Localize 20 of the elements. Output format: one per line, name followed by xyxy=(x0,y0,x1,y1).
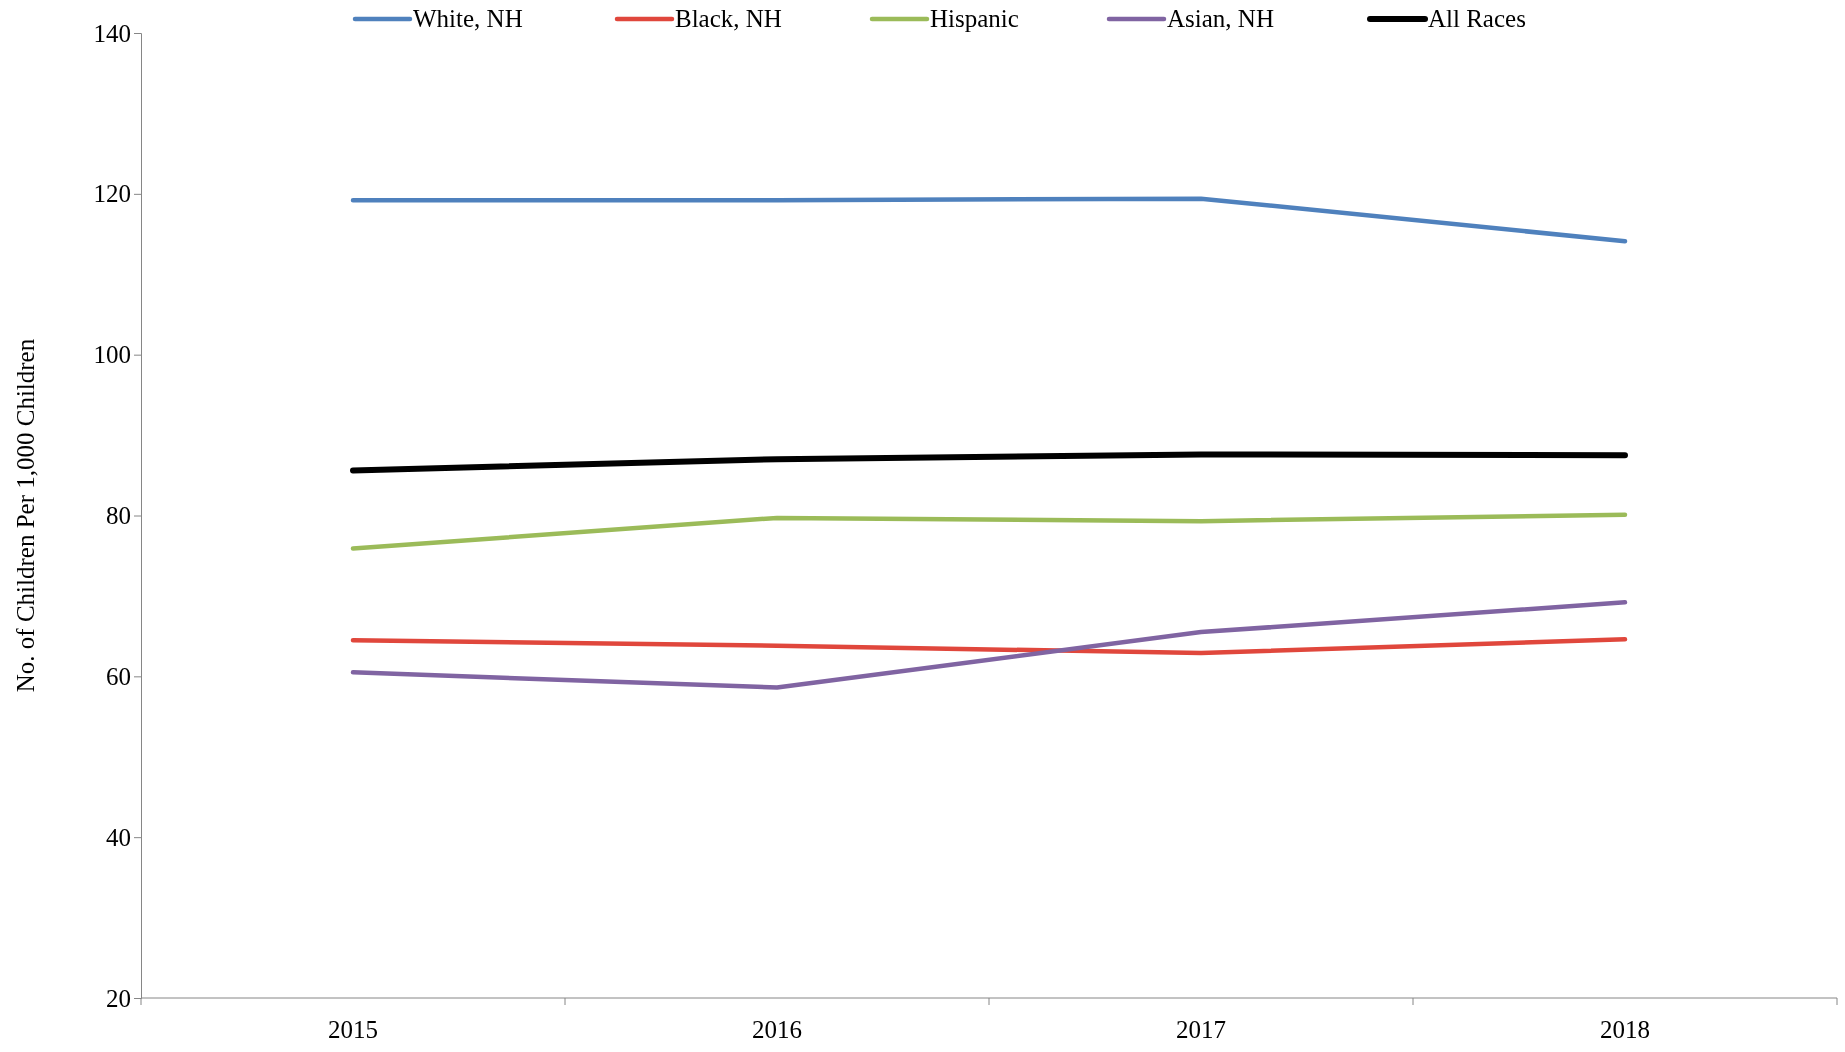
x-tick-label: 2016 xyxy=(752,1016,802,1043)
x-tick-label: 2018 xyxy=(1600,1016,1650,1043)
y-tick-label: 20 xyxy=(106,984,131,1012)
y-axis-title: No. of Children Per 1,000 Children xyxy=(12,338,39,693)
legend-label: Hispanic xyxy=(930,5,1019,32)
legend-label: White, NH xyxy=(413,5,523,32)
line-series xyxy=(350,600,1628,690)
y-tick-label: 140 xyxy=(93,19,131,47)
y-tick-label: 120 xyxy=(93,180,131,208)
y-tick-label: 80 xyxy=(106,502,131,529)
y-tick-label: 100 xyxy=(93,341,131,369)
line-series xyxy=(350,512,1628,551)
legend-label: All Races xyxy=(1428,5,1526,32)
x-tick-label: 2015 xyxy=(328,1016,378,1043)
y-tick-label: 40 xyxy=(106,823,131,851)
legend-label: Black, NH xyxy=(675,5,782,32)
legend-label: Asian, NH xyxy=(1167,5,1274,32)
y-tick-label: 60 xyxy=(106,662,131,690)
x-tick-label: 2017 xyxy=(1176,1016,1226,1043)
line-series xyxy=(350,637,1628,656)
